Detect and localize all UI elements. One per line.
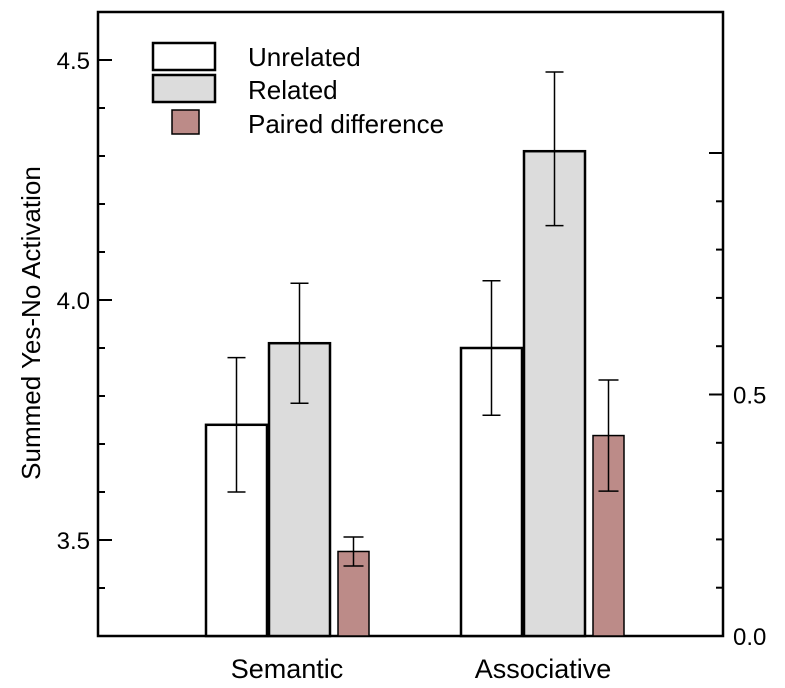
x-category-label: Semantic <box>231 654 344 684</box>
legend-label: Related <box>248 75 338 105</box>
legend-label: Unrelated <box>248 42 361 72</box>
right-axis: 0.0 0.5 <box>709 152 766 651</box>
legend-label: Paired difference <box>248 109 444 139</box>
plot-frame <box>96 10 725 638</box>
bar-related <box>522 149 587 638</box>
x-category-label: Associative <box>475 654 612 684</box>
bars-layer <box>204 71 625 638</box>
legend-swatch <box>151 73 217 104</box>
y2-tick-label: 0.0 <box>733 624 766 651</box>
y-tick-label: 3.5 <box>57 528 90 555</box>
category-labels: Semantic Associative <box>231 654 612 684</box>
y-tick-label: 4.5 <box>57 48 90 75</box>
legend-swatch <box>171 109 200 135</box>
y2-tick-label: 0.5 <box>733 383 766 410</box>
left-axis: 3.5 4.0 4.5 <box>57 11 112 589</box>
legend-swatch <box>151 41 217 72</box>
y-tick-label: 4.0 <box>57 288 90 315</box>
y-axis-title: Summed Yes-No Activation <box>16 166 46 480</box>
